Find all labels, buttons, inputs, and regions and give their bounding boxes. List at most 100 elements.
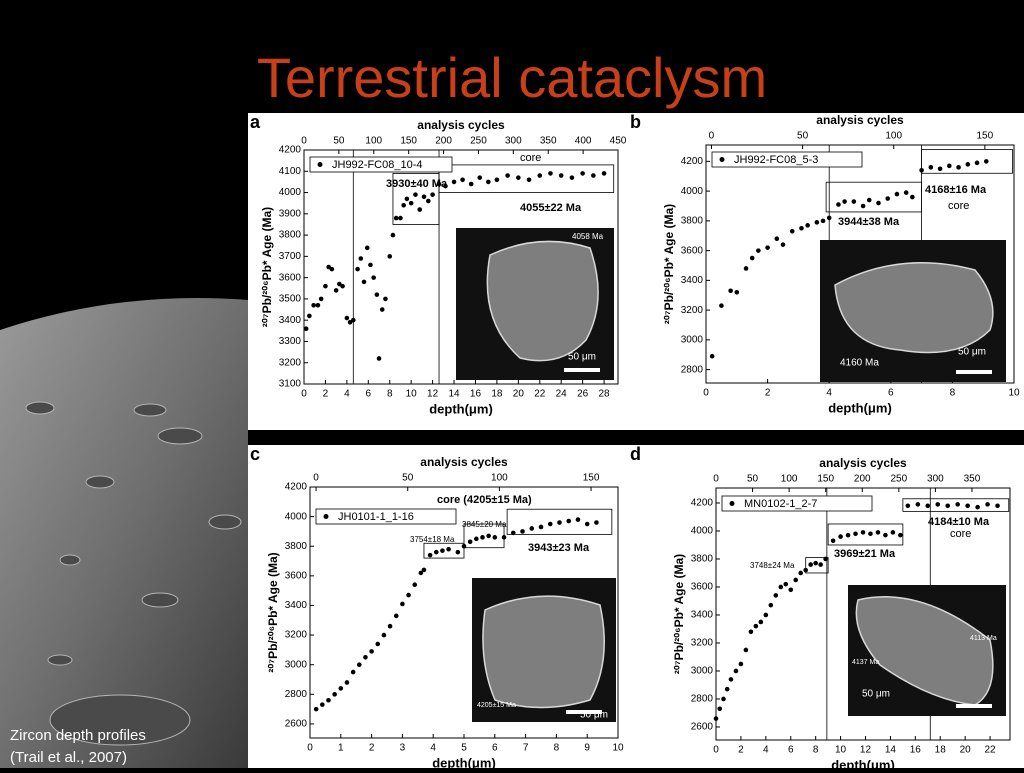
- top-tick-label: 50: [747, 474, 759, 485]
- top-tick-label: 50: [797, 131, 809, 142]
- data-point: [505, 173, 510, 178]
- x-axis-label: depth(μm): [432, 755, 496, 768]
- x-tick-label: 2: [765, 388, 771, 399]
- data-point: [765, 245, 770, 250]
- top-axis-label: analysis cycles: [816, 113, 904, 127]
- data-point: [591, 173, 596, 178]
- data-point: [440, 548, 445, 553]
- data-point: [307, 313, 312, 319]
- panel-letter: b: [630, 112, 641, 132]
- data-point: [768, 602, 774, 608]
- data-point: [774, 236, 780, 242]
- x-tick-label: 8: [554, 743, 560, 754]
- legend-marker: [729, 501, 735, 506]
- x-tick-label: 3: [400, 743, 406, 754]
- y-axis-label: ²⁰⁷Pb/²⁰⁶Pb* Age (Ma): [662, 204, 676, 324]
- scale-bar: [956, 704, 992, 708]
- data-point: [374, 292, 380, 297]
- top-tick-label: 0: [713, 474, 719, 485]
- data-point: [709, 353, 715, 359]
- top-tick-label: 300: [927, 474, 944, 485]
- data-point: [311, 302, 316, 308]
- annotation: 3754±18 Ma: [410, 535, 455, 544]
- data-point: [421, 567, 427, 573]
- plot-frame: [715, 487, 1011, 741]
- x-tick-label: 6: [492, 743, 498, 754]
- data-point: [326, 697, 331, 703]
- data-point: [753, 623, 759, 629]
- data-point: [814, 220, 820, 225]
- annotation: 3930±40 Ma: [386, 178, 448, 190]
- annotation: 3969±21 Ma: [834, 548, 896, 560]
- data-point: [390, 232, 396, 238]
- data-point: [333, 288, 339, 293]
- panel: a0 2 4 6 8 10 12 14 16 18 20 22 24 26 280 50 100 150 200 25…: [248, 112, 628, 430]
- data-point: [876, 200, 881, 206]
- data-point: [474, 536, 479, 542]
- data-point: [845, 532, 851, 538]
- data-point: [763, 612, 769, 618]
- annotation: 3943±23 Ma: [528, 542, 590, 554]
- x-tick-label: 9: [584, 743, 590, 754]
- data-point: [910, 194, 915, 200]
- x-tick-label: 10: [835, 745, 847, 756]
- y-axis-label: ²⁰⁷Pb/²⁰⁶Pb* Age (Ma): [260, 207, 274, 327]
- y-tick-label: 3800: [285, 541, 308, 552]
- data-point: [451, 179, 457, 185]
- data-point: [860, 530, 866, 535]
- x-tick-label: 10: [1008, 388, 1020, 399]
- data-point: [915, 502, 921, 507]
- x-tick-label: 0: [703, 388, 709, 399]
- annotation: 50 μm: [862, 689, 890, 700]
- annotation: 4113 Ma: [970, 635, 997, 642]
- data-point: [446, 546, 451, 552]
- x-tick-label: 12: [427, 389, 439, 400]
- plateau-box: [827, 523, 904, 546]
- annotation: 3944±38 Ma: [838, 216, 900, 228]
- data-point: [898, 532, 903, 538]
- data-point: [548, 171, 553, 176]
- data-point: [350, 317, 356, 323]
- top-tick-label: 400: [575, 136, 592, 147]
- data-point: [332, 692, 337, 697]
- data-point: [724, 686, 730, 692]
- x-tick-label: 10: [406, 389, 418, 400]
- plateau-box: [423, 542, 465, 559]
- x-tick-label: 18: [935, 745, 947, 756]
- data-point: [965, 503, 970, 509]
- legend-box: [711, 151, 863, 168]
- data-point: [851, 199, 857, 204]
- y-tick-label: 3000: [285, 659, 308, 670]
- x-tick-label: 8: [387, 389, 393, 400]
- data-point: [413, 192, 418, 197]
- data-point: [803, 567, 808, 573]
- x-tick-label: 0: [301, 389, 307, 400]
- data-point: [417, 207, 423, 212]
- data-point: [477, 175, 483, 180]
- data-point: [868, 531, 873, 537]
- scale-bar: [564, 368, 600, 372]
- annotation: 50 μm: [580, 710, 608, 721]
- data-point: [748, 629, 754, 635]
- legend-box: [721, 495, 873, 512]
- data-point: [379, 307, 385, 312]
- y-tick-label: 3400: [691, 610, 714, 621]
- data-point: [947, 163, 952, 169]
- data-point: [935, 502, 941, 507]
- y-tick-label: 3200: [285, 630, 308, 641]
- annotation: 4168±16 Ma: [925, 184, 987, 196]
- data-point: [467, 539, 473, 545]
- data-point: [721, 696, 726, 702]
- data-point: [830, 538, 836, 544]
- x-tick-label: 20: [960, 745, 972, 756]
- data-point: [569, 175, 575, 180]
- data-point: [494, 177, 500, 183]
- y-tick-label: 3100: [279, 379, 302, 390]
- caption: (Trail et al., 2007): [10, 749, 127, 766]
- caption: Zircon depth profiles: [10, 727, 146, 744]
- x-tick-label: 0: [713, 745, 719, 756]
- zircon-grain: [482, 595, 605, 709]
- plateau-box: [902, 498, 1010, 512]
- legend-label: JH992-FC08_10-4: [332, 159, 423, 171]
- data-point: [885, 196, 891, 201]
